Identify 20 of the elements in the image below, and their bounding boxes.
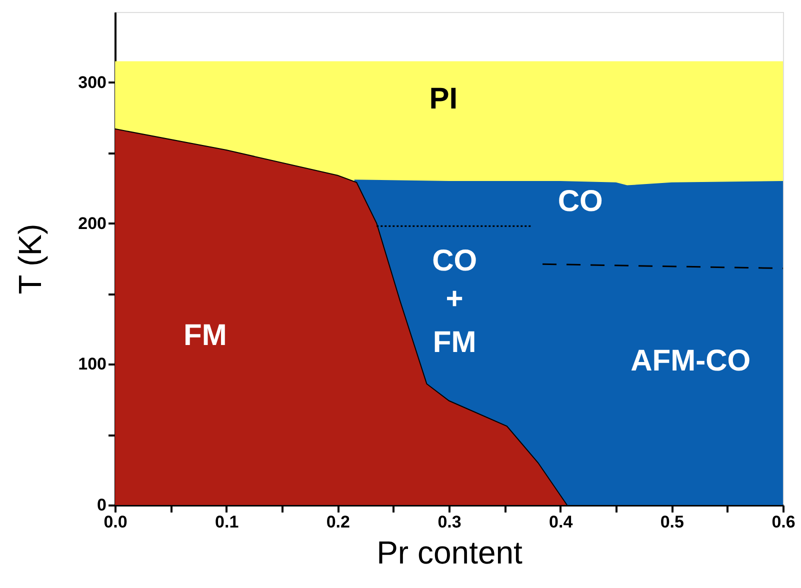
- y-tick-label: 200: [78, 214, 106, 233]
- annotation: FM: [432, 326, 476, 360]
- annotation: +: [446, 282, 464, 316]
- y-tick-label: 100: [78, 354, 106, 374]
- annotation: AFM-CO: [630, 344, 751, 378]
- x-tick-label: 0.1: [215, 512, 239, 532]
- x-tick-label: 0.2: [326, 512, 350, 532]
- y-tick-label: 0: [97, 496, 106, 514]
- x-axis-title: Pr content: [376, 534, 523, 570]
- x-tick-label: 0.6: [772, 512, 796, 532]
- annotation: CO: [432, 244, 478, 278]
- y-tick-label: 300: [78, 72, 106, 92]
- y-axis-title: T (K): [12, 224, 48, 294]
- x-tick-label: 0.0: [104, 512, 128, 532]
- annotation: PI: [429, 82, 458, 116]
- x-tick-label: 0.3: [438, 512, 462, 532]
- annotation: FM: [184, 318, 227, 352]
- x-tick-label: 0.4: [549, 512, 574, 532]
- annotation: CO: [558, 185, 603, 218]
- x-tick-label: 0.5: [660, 512, 684, 532]
